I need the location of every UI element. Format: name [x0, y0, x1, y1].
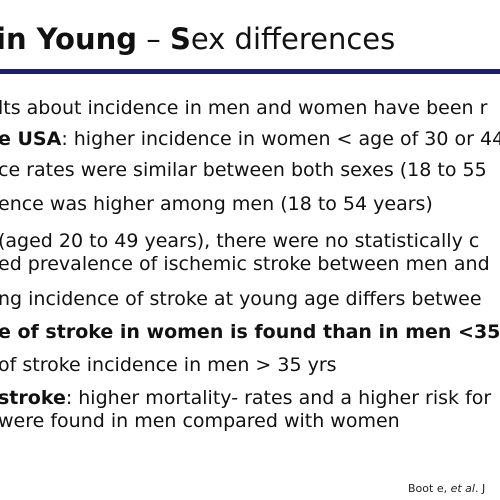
slide-title: in Young – Sex differences: [0, 22, 396, 56]
citation-author: Boot e,: [408, 482, 451, 495]
bullet-line-4: ence was higher among men (18 to 54 year…: [0, 192, 433, 216]
line-text: : higher incidence in women < age of 30 …: [61, 128, 500, 150]
title-bold-part: in Young: [0, 22, 137, 56]
bullet-line-1: lts about incidence in men and women hav…: [0, 96, 487, 120]
title-dash: –: [137, 22, 170, 56]
line-text: ce rates were similar between both sexes…: [0, 159, 487, 181]
line-text: ence was higher among men (18 to 54 year…: [0, 193, 433, 215]
line-text: ed prevalence of ischemic stroke between…: [0, 253, 490, 275]
line-text: : higher mortality- rates and a higher r…: [65, 387, 492, 409]
line-text: lts about incidence in men and women hav…: [0, 97, 488, 119]
bullet-line-7: ng incidence of stroke at young age diff…: [0, 287, 482, 311]
title-initial: S: [169, 22, 191, 56]
bullet-line-6: ed prevalence of ischemic stroke between…: [0, 252, 490, 276]
title-rest: ex differences: [190, 22, 396, 56]
bullet-line-10: stroke: higher mortality- rates and a hi…: [0, 386, 491, 410]
bullet-line-8: e of stroke in women is found than in me…: [0, 320, 500, 344]
bullet-line-5: (aged 20 to 49 years), there were no sta…: [0, 229, 479, 253]
line-bold-text: e USA: [0, 128, 62, 150]
bullet-line-9: of stroke incidence in men > 35 yrs: [0, 353, 337, 377]
line-bold-text: e of stroke in women is found than in me…: [0, 321, 500, 343]
line-text: (aged 20 to 49 years), there were no sta…: [0, 230, 480, 252]
title-underline: [0, 69, 500, 74]
line-bold-text: stroke: [0, 387, 66, 409]
bullet-line-2: e USA: higher incidence in women < age o…: [0, 127, 500, 151]
bullet-line-11: were found in men compared with women: [0, 409, 400, 433]
bullet-line-3: ce rates were similar between both sexes…: [0, 158, 487, 182]
line-text: of stroke incidence in men > 35 yrs: [0, 354, 337, 376]
citation: Boot e, et al. J: [408, 482, 485, 495]
citation-journal: . J: [474, 482, 486, 495]
line-text: were found in men compared with women: [0, 410, 400, 432]
citation-etal: et al: [450, 482, 475, 495]
line-text: ng incidence of stroke at young age diff…: [0, 288, 482, 310]
